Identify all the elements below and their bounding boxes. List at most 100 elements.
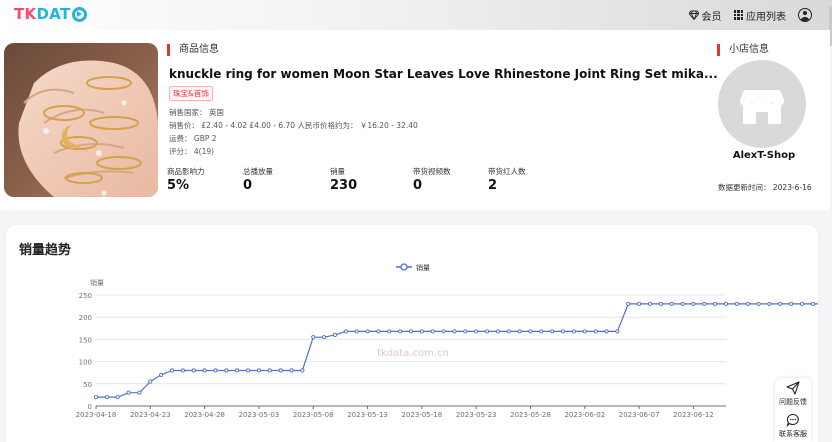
sales-data-point [615,329,620,334]
sales-data-point [637,301,642,306]
price-range: 销售价： £2.40 - 4.02 £4.00 - 6.70 人民币价格约为： … [169,121,418,130]
sales-data-point [93,395,99,400]
sales-data-point [332,332,338,338]
sales-data-point [311,335,316,340]
sales-trend-chart[interactable]: 0 50 100 150 200 250 销量 2023-04-18 2023-04-23 202… [6,225,818,442]
grid-icon [733,10,743,20]
sales-data-point [137,390,142,395]
store-icon [740,90,784,124]
sales-data-point [256,368,261,373]
sales-data-point [202,368,207,373]
shop-avatar[interactable] [718,60,806,148]
x-tick-label: 2023-05-03 [239,411,280,419]
sales-data-point [452,329,457,334]
sales-data-point [104,395,109,400]
stat-value: 5% [167,178,190,193]
sales-data-point [528,329,533,334]
sales-data-point [235,368,240,373]
sales-data-point [398,329,403,334]
sales-data-point [126,390,131,395]
legend-marker-icon [400,263,408,271]
sales-data-point [376,329,381,334]
product-info-card: 商品信息 knuckle ring for women Moon Star Le… [0,30,830,210]
sales-country: 销售国家： 英国 [169,108,224,117]
customer-service-button[interactable]: 联系客服 [775,413,811,439]
stat-label: 销量 [330,167,345,176]
logo-tk: TK [14,5,37,23]
x-tick-label: 2023-06-07 [619,411,660,419]
sales-data-point [495,329,500,334]
sales-data-point [180,368,185,373]
sales-data-point [713,301,718,306]
stat-value: 0 [243,178,253,193]
user-icon[interactable] [798,8,812,22]
category-tag[interactable]: 珠宝&首饰 [169,86,213,101]
sales-data-point [778,301,783,306]
stat-value: 2 [488,178,498,193]
stat-total-plays: 总播放量 0 [243,166,273,193]
y-tick-label: 50 [83,381,92,389]
logo-dat: DAT [36,5,71,23]
feedback-button[interactable]: 问题反馈 [775,381,811,407]
page-scrollbar-thumb[interactable] [829,6,832,46]
sales-data-point [789,301,794,306]
ring-hand-photo-icon [4,43,158,197]
y-tick-label: 150 [79,336,92,344]
x-tick-label: 2023-05-18 [402,411,443,419]
sales-data-point [539,329,544,334]
stat-videos: 带货视频数 0 [413,166,451,193]
stat-label: 带货视频数 [413,167,451,176]
sales-trend-card: 销量趋势 0 50 100 150 200 250 销量 2023-04-18 2023-04-… [6,225,818,442]
stat-influencers: 带货红人数 2 [488,166,526,193]
sales-data-point [517,329,522,334]
sales-data-point [669,301,674,306]
product-image[interactable] [4,43,158,197]
x-tick-label: 2023-05-23 [456,411,497,419]
sales-data-point [680,301,685,306]
sales-data-point [593,329,598,334]
app-list-label: 应用列表 [746,11,786,23]
x-tick-label: 2023-06-12 [673,411,714,419]
membership-link[interactable]: 会员 [688,8,722,23]
sales-data-point [322,335,327,340]
sales-data-point [278,368,283,373]
stat-value: 0 [413,178,423,193]
floating-help-widget: 问题反馈 联系客服 [775,378,811,442]
sales-data-point [289,368,294,373]
stat-value: 230 [330,178,358,193]
sales-data-point [159,372,164,377]
shop-name[interactable]: AlexT-Shop [732,150,796,161]
sales-data-point [582,329,587,334]
y-tick-label: 100 [79,359,92,367]
sales-data-point [550,329,555,334]
shipping-fee: 运费： GBP 2 [169,134,217,143]
sales-data-point [723,301,729,306]
sales-data-point [267,368,272,373]
sales-data-point [647,301,653,306]
x-tick-label: 2023-04-18 [76,411,117,419]
sales-data-point [561,329,566,334]
sales-data-point [169,368,175,373]
product-title[interactable]: knuckle ring for women Moon Star Leaves … [169,67,718,81]
top-bar: TK DAT 会员 应用列表 [0,0,832,30]
membership-label: 会员 [701,11,722,23]
x-tick-label: 2023-04-28 [184,411,225,419]
sales-data-point [387,329,392,334]
y-tick-label: 0 [88,403,92,411]
sales-data-point [691,301,696,306]
sales-data-point [300,368,305,373]
x-tick-label: 2023-05-28 [510,411,551,419]
stat-label: 总播放量 [243,167,273,176]
tkdata-logo[interactable]: TK DAT [14,5,87,23]
service-label: 联系客服 [779,430,807,438]
paper-plane-icon [786,381,800,395]
sales-data-point [408,329,414,334]
chat-bubble-icon [786,413,799,428]
sales-data-point [604,329,609,334]
sales-data-point [148,379,153,384]
shop-section-title: 小店信息 [717,44,769,56]
x-tick-label: 2023-04-23 [130,411,171,419]
rating: 评分： 4(19) [169,147,215,156]
product-section-title: 商品信息 [167,44,219,56]
app-list-link[interactable]: 应用列表 [733,8,786,23]
